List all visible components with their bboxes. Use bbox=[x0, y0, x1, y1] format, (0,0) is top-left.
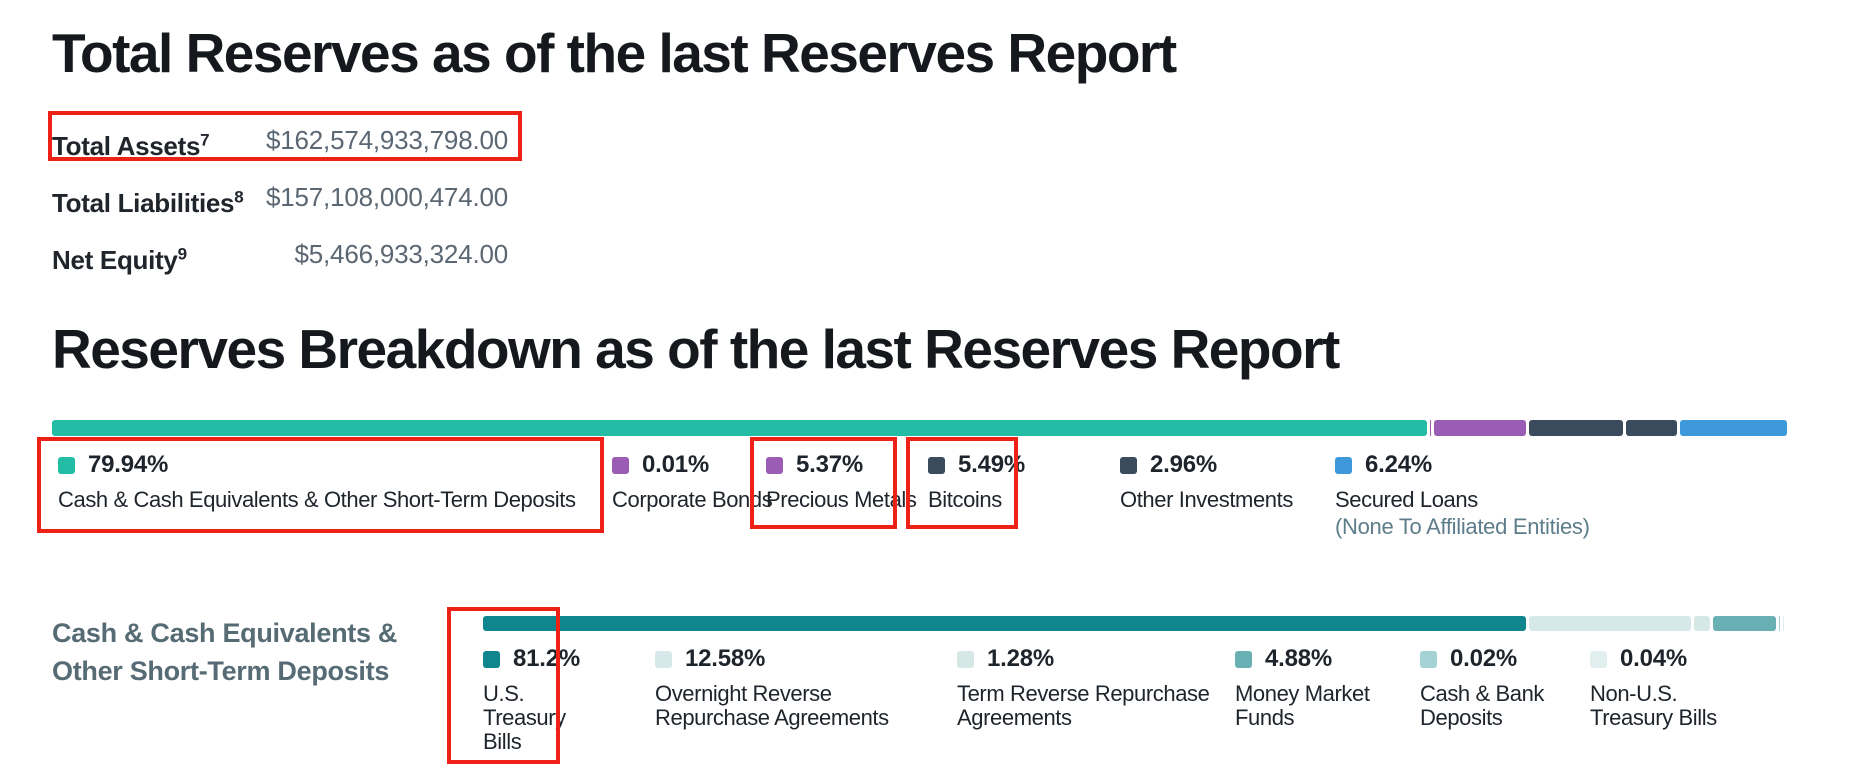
footnote-marker: 9 bbox=[177, 244, 187, 263]
legend-color-swatch bbox=[1235, 650, 1252, 668]
reserves-breakdown-bar bbox=[52, 420, 1787, 436]
overnight-reverse-repurchase-agreements-legend-item: 12.58% Overnight Reverse Repurchase Agree… bbox=[655, 645, 935, 730]
legend-color-swatch bbox=[766, 456, 783, 474]
bar-segment-term-reverse-repurchase-agreements bbox=[1694, 616, 1710, 631]
cash-equivalents-legend: 81.2% U.S. Treasury Bills 12.58% Overnight … bbox=[0, 645, 1868, 772]
footnote-marker: 7 bbox=[200, 130, 210, 149]
legend-color-swatch bbox=[655, 650, 672, 668]
bar-segment-non-u-s-treasury-bills bbox=[1783, 616, 1784, 631]
corporate-bonds-legend-item: 0.01% Corporate Bonds bbox=[612, 451, 773, 512]
legend-color-swatch bbox=[58, 456, 75, 474]
legend-note: (None To Affiliated Entities) bbox=[1335, 514, 1590, 539]
legend-percent: 0.01% bbox=[642, 451, 710, 478]
legend-label: Precious Metals bbox=[766, 487, 917, 512]
legend-color-swatch bbox=[1590, 650, 1607, 668]
bar-segment-bitcoins bbox=[1529, 420, 1623, 436]
stat-value: $157,108,000,474.00 bbox=[266, 182, 508, 212]
legend-percent: 4.88% bbox=[1265, 645, 1333, 672]
legend-percent: 81.2% bbox=[513, 645, 581, 672]
bar-segment-corporate-bonds bbox=[1430, 420, 1431, 436]
stat-label: Net Equity9 bbox=[52, 244, 187, 275]
u-s-treasury-bills-legend-item: 81.2% U.S. Treasury Bills bbox=[483, 645, 593, 754]
legend-percent: 0.04% bbox=[1620, 645, 1688, 672]
non-u-s-treasury-bills-legend-item: 0.04% Non-U.S. Treasury Bills bbox=[1590, 645, 1755, 730]
bar-segment-other-investments bbox=[1626, 420, 1677, 436]
bar-segment-overnight-reverse-repurchase-agreements bbox=[1529, 616, 1691, 631]
bar-segment-cash-bank-deposits bbox=[1779, 616, 1780, 631]
legend-label: Corporate Bonds bbox=[612, 487, 773, 512]
legend-label: Bitcoins bbox=[928, 487, 1002, 512]
legend-label: Term Reverse Repurchase Agreements bbox=[957, 681, 1210, 730]
stat-label: Total Assets7 bbox=[52, 130, 210, 161]
bar-segment-cash-cash-equivalents-other-short-term-deposits bbox=[52, 420, 1427, 436]
legend-color-swatch bbox=[928, 456, 945, 474]
legend-label: Secured Loans bbox=[1335, 487, 1478, 512]
legend-label: Other Investments bbox=[1120, 487, 1293, 512]
money-market-funds-legend-item: 4.88% Money Market Funds bbox=[1235, 645, 1390, 730]
legend-percent: 2.96% bbox=[1150, 451, 1218, 478]
secured-loans-legend-item: 6.24% Secured Loans (None To Affiliated En… bbox=[1335, 451, 1590, 540]
legend-color-swatch bbox=[1420, 650, 1437, 668]
bitcoins-legend-item: 5.49% Bitcoins bbox=[928, 451, 1025, 512]
cash-equivalents-section-title: Cash & Cash Equivalents & Other Short-Te… bbox=[52, 618, 398, 686]
total-reserves-title: Total Reserves as of the last Reserves R… bbox=[52, 22, 1177, 84]
cash-equivalents-bar bbox=[483, 616, 1784, 631]
cash-bank-deposits-legend-item: 0.02% Cash & Bank Deposits bbox=[1420, 645, 1555, 730]
bar-segment-u-s-treasury-bills bbox=[483, 616, 1526, 631]
other-investments-legend-item: 2.96% Other Investments bbox=[1120, 451, 1293, 512]
total-liabilities-row: $157,108,000,474.00 Total Liabilities8 bbox=[52, 181, 508, 218]
legend-color-swatch bbox=[1335, 456, 1352, 474]
precious-metals-legend-item: 5.37% Precious Metals bbox=[766, 451, 917, 512]
total-assets-row: $162,574,933,798.00 Total Assets7 bbox=[52, 124, 508, 161]
stat-value: $5,466,933,324.00 bbox=[294, 239, 509, 269]
bar-segment-precious-metals bbox=[1434, 420, 1526, 436]
legend-label: Non-U.S. Treasury Bills bbox=[1590, 681, 1717, 730]
legend-color-swatch bbox=[1120, 456, 1137, 474]
legend-color-swatch bbox=[483, 650, 500, 668]
legend-percent: 79.94% bbox=[88, 451, 169, 478]
net-equity-row: $5,466,933,324.00 Net Equity9 bbox=[52, 238, 509, 275]
legend-label: Money Market Funds bbox=[1235, 681, 1370, 730]
legend-color-swatch bbox=[612, 456, 629, 474]
footnote-marker: 8 bbox=[234, 187, 244, 206]
legend-label: Cash & Cash Equivalents & Other Short-Te… bbox=[58, 487, 576, 512]
reserves-breakdown-legend: 79.94% Cash & Cash Equivalents & Other Sh… bbox=[0, 451, 1868, 576]
cash-cash-equivalents-other-short-term-deposits-legend-item: 79.94% Cash & Cash Equivalents & Other Sh… bbox=[58, 451, 576, 512]
reserves-breakdown-title: Reserves Breakdown as of the last Reserv… bbox=[52, 318, 1340, 380]
stat-value: $162,574,933,798.00 bbox=[266, 125, 508, 155]
legend-color-swatch bbox=[957, 650, 974, 668]
bar-segment-secured-loans bbox=[1680, 420, 1787, 436]
legend-percent: 12.58% bbox=[685, 645, 766, 672]
stat-label: Total Liabilities8 bbox=[52, 187, 244, 218]
legend-percent: 5.37% bbox=[796, 451, 864, 478]
legend-label: Overnight Reverse Repurchase Agreements bbox=[655, 681, 889, 730]
legend-percent: 5.49% bbox=[958, 451, 1026, 478]
bar-segment-money-market-funds bbox=[1713, 616, 1776, 631]
legend-percent: 0.02% bbox=[1450, 645, 1518, 672]
legend-label: Cash & Bank Deposits bbox=[1420, 681, 1545, 730]
legend-label: U.S. Treasury Bills bbox=[483, 681, 566, 754]
legend-percent: 6.24% bbox=[1365, 451, 1433, 478]
legend-percent: 1.28% bbox=[987, 645, 1055, 672]
term-reverse-repurchase-agreements-legend-item: 1.28% Term Reverse Repurchase Agreements bbox=[957, 645, 1222, 730]
